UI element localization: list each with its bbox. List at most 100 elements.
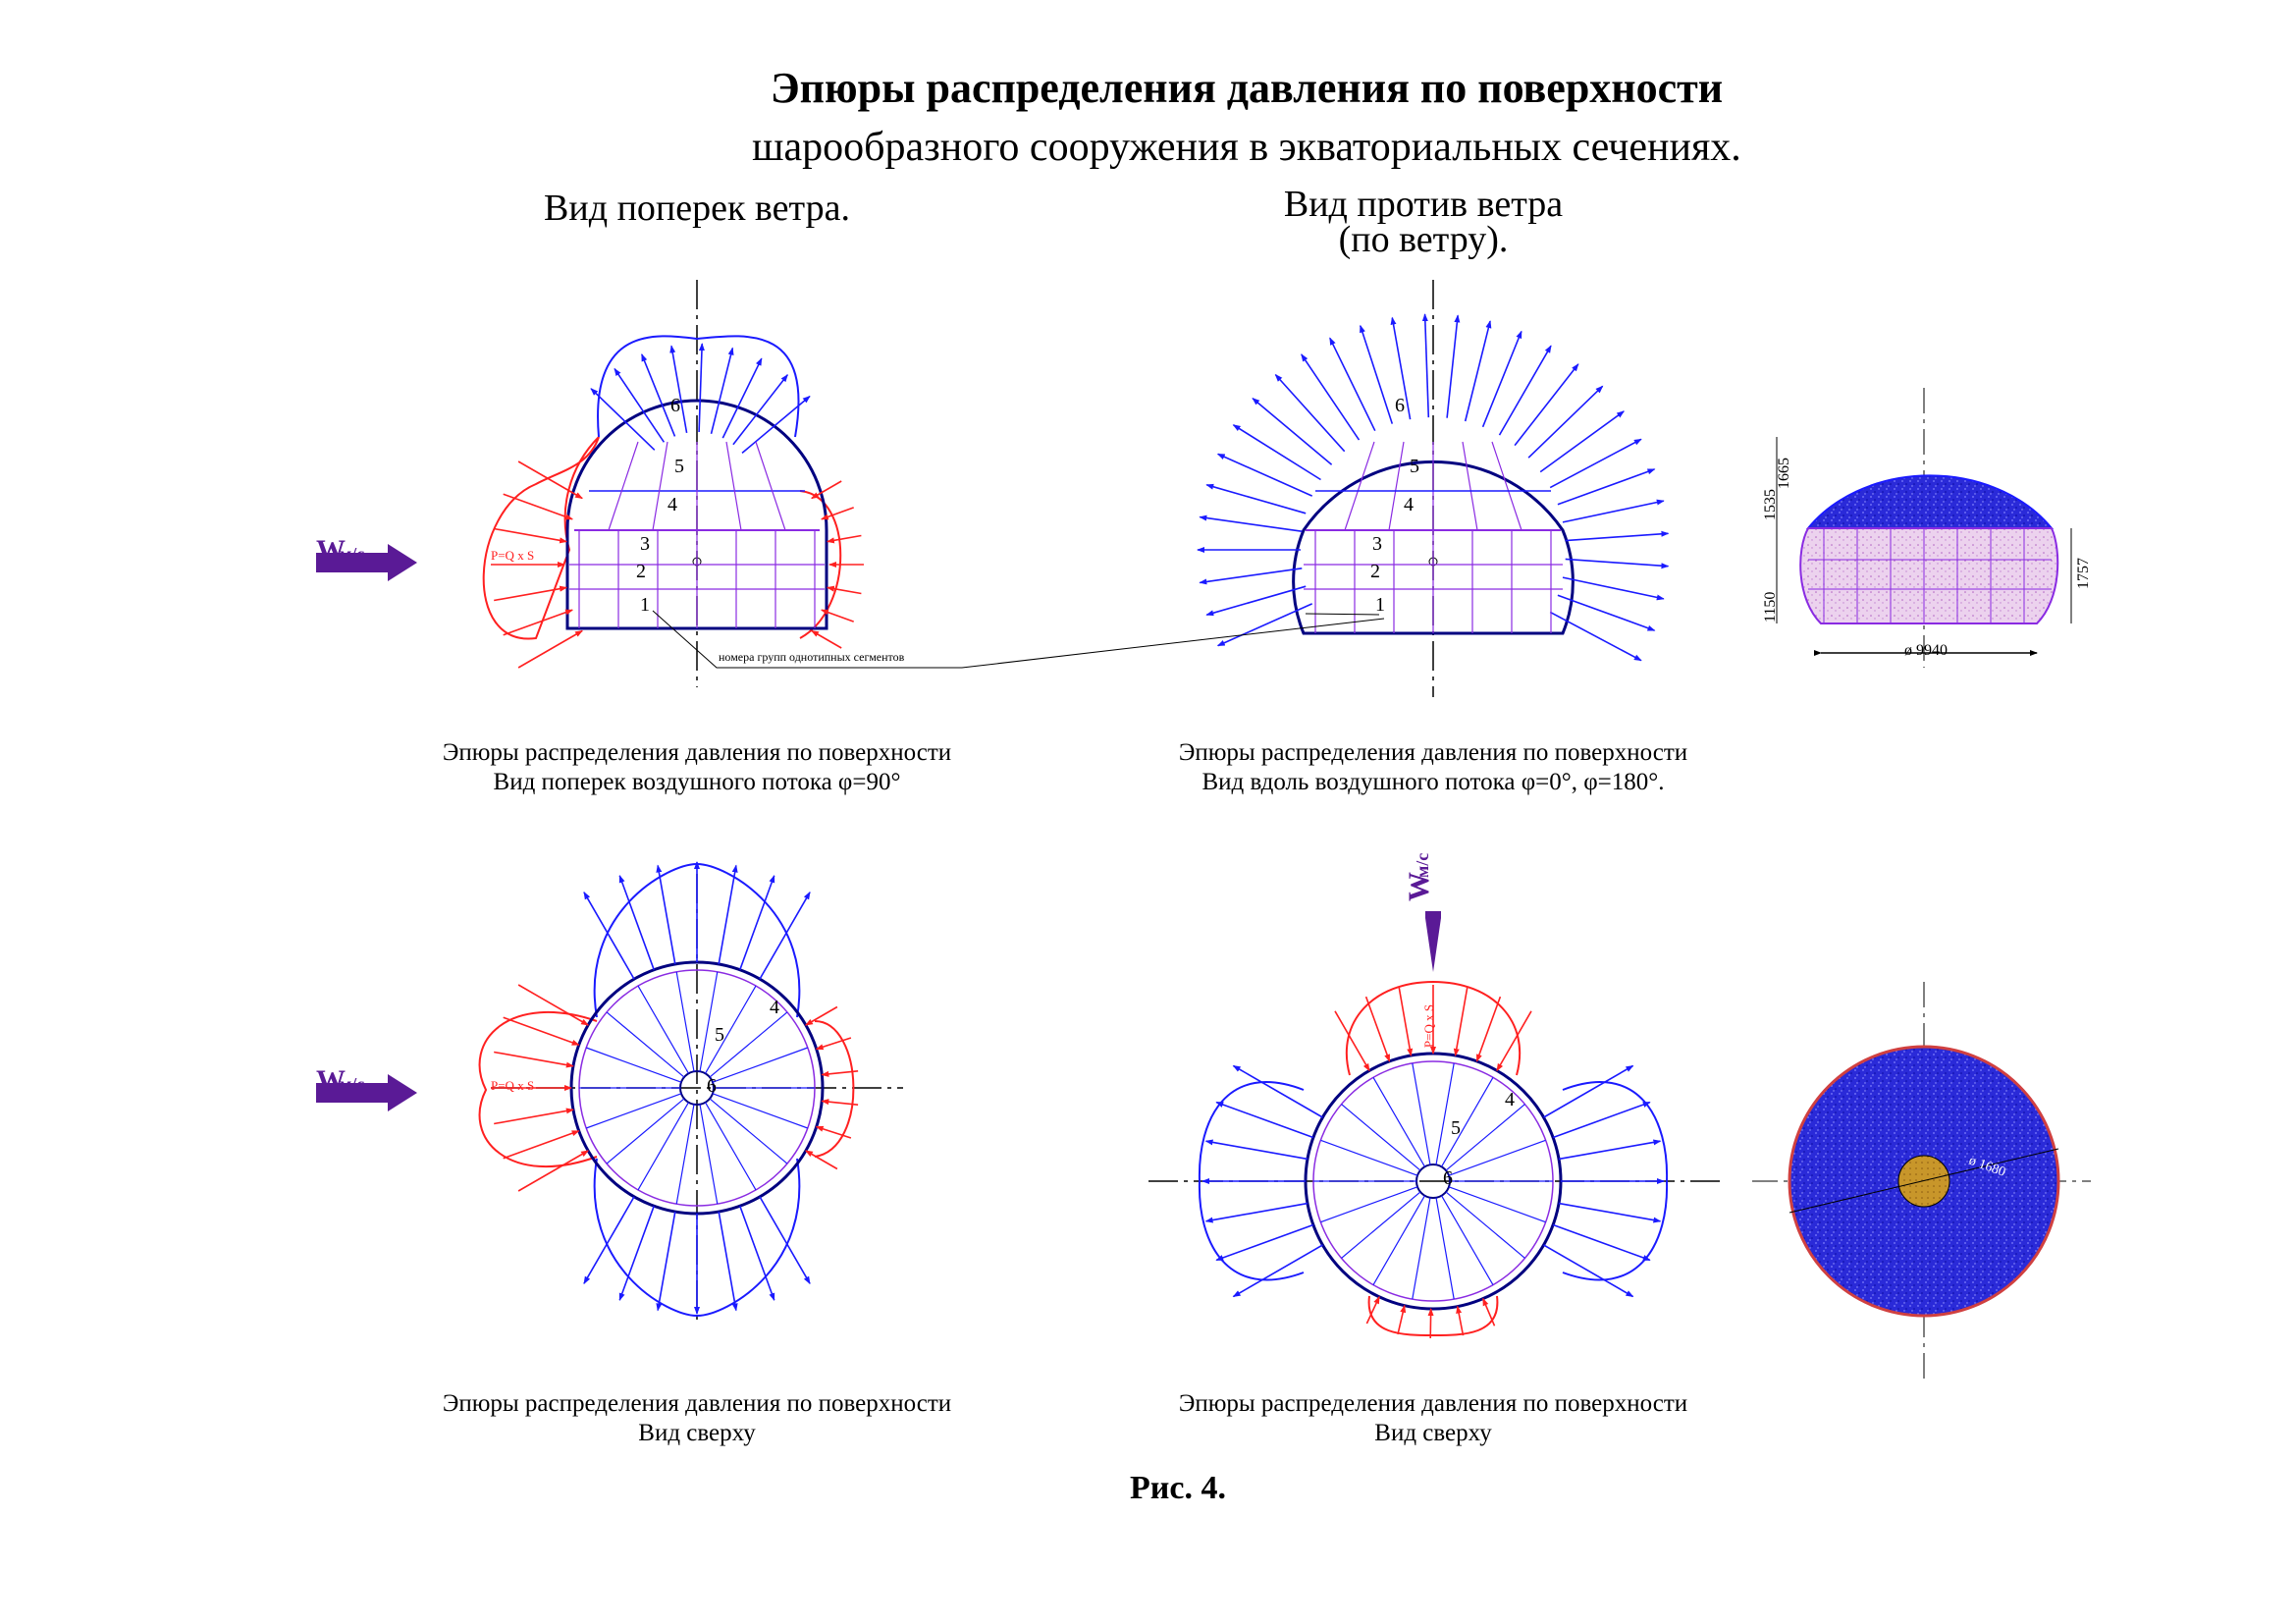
- suction-arrow: [1527, 385, 1604, 459]
- suction-arrow: [710, 347, 734, 434]
- spoke-line: [709, 1098, 788, 1164]
- spoke-line: [699, 971, 719, 1072]
- spoke-line: [1445, 1191, 1525, 1259]
- meridian-line: [1388, 441, 1405, 531]
- suction-arrow: [1539, 410, 1626, 473]
- suction-arrow: [1205, 483, 1307, 514]
- suction-arrow: [1204, 1202, 1308, 1223]
- pressure-arrow: [805, 1005, 838, 1026]
- sphere-cap: [1805, 474, 2055, 529]
- suction-arrow: [1232, 1064, 1323, 1118]
- suction-arrow: [1543, 1244, 1634, 1298]
- segment-number-6: 6: [670, 395, 680, 416]
- segment-number-4: 4: [1505, 1089, 1515, 1110]
- suction-arrow: [1549, 438, 1642, 489]
- suction-arrow: [1557, 468, 1656, 506]
- segment-number-6: 6: [707, 1075, 717, 1097]
- spoke-line: [637, 1102, 690, 1191]
- spoke-line: [606, 1098, 685, 1164]
- pressure-formula: P=Q x S: [491, 1078, 534, 1093]
- segment-number-1: 1: [1375, 594, 1385, 616]
- pressure-arrow: [820, 507, 854, 520]
- suction-arrow: [721, 357, 763, 439]
- spoke-line: [1412, 1062, 1431, 1165]
- suction-arrow: [1204, 1139, 1308, 1161]
- spoke-line: [1372, 1077, 1426, 1167]
- pressure-arrow: [517, 1150, 589, 1192]
- spoke-line: [585, 1093, 682, 1129]
- suction-arrow: [641, 352, 676, 437]
- spoke-line: [1435, 1197, 1455, 1300]
- pressure-arrow: [815, 1037, 852, 1051]
- callout-leader: [1305, 613, 1380, 616]
- spoke-line: [1341, 1104, 1421, 1171]
- pressure-arrow: [517, 984, 589, 1026]
- suction-epure-top: [597, 335, 800, 438]
- suction-arrow: [656, 1211, 676, 1312]
- suction-arrow: [759, 891, 811, 980]
- suction-arrow: [1274, 373, 1346, 453]
- suction-arrow: [1360, 324, 1394, 424]
- pressure-arrow: [820, 609, 854, 623]
- suction-arrow: [1558, 1202, 1662, 1223]
- pressure-arrow: [821, 1070, 859, 1077]
- suction-arrow: [1215, 1101, 1314, 1139]
- pressure-arrow: [1397, 1304, 1407, 1335]
- suction-arrow: [1205, 585, 1307, 617]
- meridian-line: [608, 441, 639, 531]
- spoke-line: [1448, 1139, 1546, 1176]
- sphere-outline: [565, 399, 828, 630]
- suction-arrow: [739, 874, 775, 970]
- wind-label-unit: м/с: [1413, 853, 1432, 878]
- spoke-line: [1372, 1195, 1426, 1285]
- suction-arrow: [1562, 499, 1665, 523]
- suction-arrow: [583, 1196, 635, 1285]
- suction-arrow: [732, 374, 788, 446]
- suction-arrow: [1558, 1139, 1662, 1161]
- view-label-across-wind: Вид поперек ветра.: [544, 188, 850, 229]
- segment-number-3: 3: [640, 533, 650, 555]
- spoke-line: [1445, 1104, 1525, 1171]
- spoke-line: [1341, 1191, 1421, 1259]
- pressure-arrow: [517, 460, 583, 500]
- pressure-arrow: [1475, 996, 1502, 1062]
- segment-number-5: 5: [1451, 1117, 1461, 1139]
- wind-arrow-right: [316, 1074, 417, 1111]
- meridian-line: [1462, 441, 1478, 531]
- suction-arrow: [718, 864, 738, 965]
- suction-arrow: [1390, 316, 1412, 420]
- suction-arrow: [1514, 363, 1579, 447]
- suction-arrow: [1446, 314, 1461, 418]
- pressure-arrow: [494, 585, 568, 602]
- suction-arrow: [614, 367, 666, 443]
- spoke-line: [1320, 1186, 1418, 1223]
- pressure-arrow: [815, 1125, 852, 1139]
- diameter-dimension: ø 9940: [1904, 642, 1948, 659]
- spoke-line: [675, 971, 695, 1072]
- diameter-dimension-line: [1789, 1148, 2059, 1214]
- suction-arrow: [1216, 603, 1313, 647]
- segment-number-2: 2: [636, 561, 646, 582]
- segment-number-6: 6: [1395, 395, 1405, 416]
- height-dimension-1150: 1150: [1762, 592, 1779, 623]
- pressure-formula: P=Q x S: [1421, 1004, 1436, 1048]
- suction-arrow: [1199, 568, 1303, 585]
- sphere-band: [1799, 527, 2059, 624]
- segment-number-4: 4: [1404, 494, 1414, 515]
- pressure-arrow: [805, 1150, 838, 1170]
- pressure-arrow: [1334, 1010, 1370, 1072]
- side-view-across-wind: [482, 280, 842, 687]
- pressure-arrow: [1456, 1305, 1465, 1336]
- suction-arrow: [1498, 345, 1552, 436]
- meridian-line: [755, 441, 786, 531]
- spoke-line: [637, 985, 690, 1074]
- caption-line: Вид сверху: [638, 1420, 756, 1446]
- pressure-arrow: [811, 629, 842, 649]
- spoke-line: [704, 1102, 757, 1191]
- caption-line: Эпюры распределения давления по поверхно…: [442, 739, 952, 766]
- pressure-arrow: [494, 527, 568, 544]
- suction-arrow: [698, 343, 705, 433]
- spoke-line: [712, 1047, 809, 1083]
- spoke-line: [1412, 1197, 1431, 1300]
